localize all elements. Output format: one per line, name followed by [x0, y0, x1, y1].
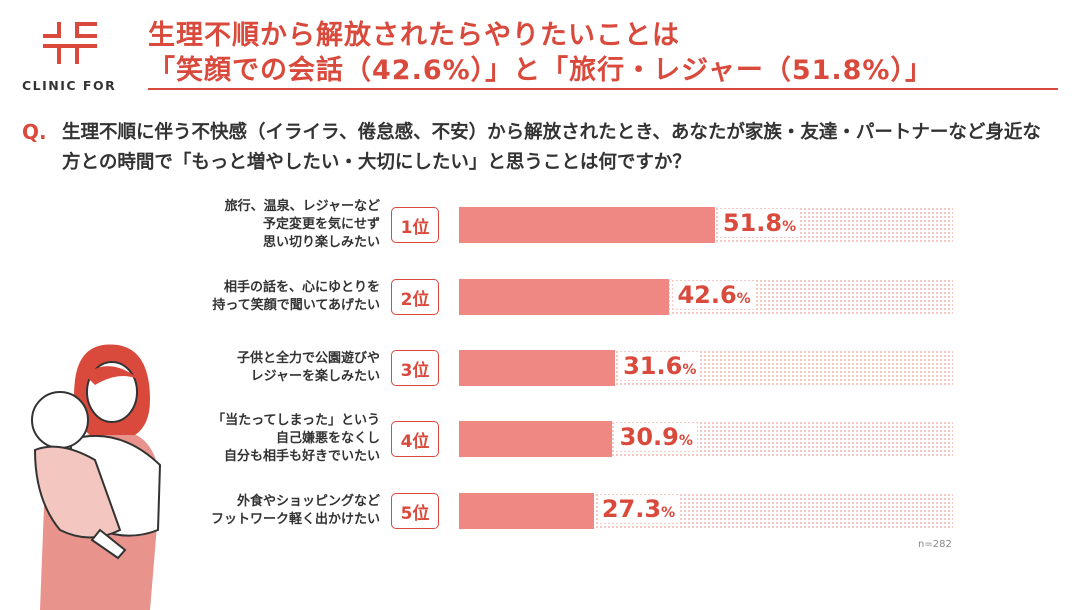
value-number: 31.6 — [623, 352, 683, 380]
bar — [459, 350, 616, 386]
value-number: 42.6 — [677, 281, 737, 309]
bar — [459, 493, 594, 529]
row-label: 相手の話を、心にゆとりを持って笑顔で聞いてあげたい — [212, 279, 380, 315]
chart-row: 旅行、温泉、レジャーなど予定変更を気にせず 思い切り楽しみたい 1位 51.8% — [0, 199, 1080, 250]
row-label-line: レジャーを楽しみたい — [250, 369, 380, 384]
value-number: 51.8 — [722, 209, 783, 237]
row-label-line: 自己嫌悪をなくし — [275, 431, 380, 446]
row-label-line: 「当たってしまった」という — [212, 413, 380, 428]
percent-sign: % — [782, 219, 797, 235]
value-number: 27.3 — [601, 495, 662, 523]
row-label: 「当たってしまった」という自己嫌悪をなくし自分も相手も好きでいたい — [212, 412, 380, 466]
row-label-line: 旅行、温泉、レジャーなど — [224, 199, 380, 214]
value-label: 42.6% — [673, 281, 755, 309]
title-line-2: 「笑顔での会話（42.6%）」と「旅行・レジャー（51.8%）」 — [148, 55, 933, 86]
title-divider — [148, 88, 1058, 90]
row-label-line: 持って笑顔で聞いてあげたい — [212, 298, 380, 313]
rank-badge: 5位 — [391, 493, 439, 529]
percent-sign: % — [682, 362, 697, 378]
value-label: 31.6% — [619, 352, 701, 380]
value-number: 30.9 — [619, 423, 679, 451]
row-label-line: フットワーク軽く出かけたい — [210, 512, 380, 527]
mother-and-baby-illustration — [31, 344, 162, 610]
question-mark: Q. — [22, 120, 47, 144]
rank-badge: 1位 — [391, 207, 439, 243]
percent-sign: % — [661, 505, 676, 521]
chart-row: 「当たってしまった」という自己嫌悪をなくし自分も相手も好きでいたい 4位 30.9% — [0, 413, 1080, 464]
row-label-line: 子供と全力で公園遊びや — [236, 351, 380, 366]
brand-name: CLINIC FOR — [22, 78, 117, 93]
rank-badge: 4位 — [391, 421, 439, 457]
value-label: 51.8% — [718, 209, 801, 237]
rank-badge: 2位 — [391, 279, 439, 315]
row-label: 外食やショッピングなどフットワーク軽く出かけたい — [211, 493, 380, 529]
row-label-line: 外食やショッピングなど — [236, 494, 380, 509]
row-label: 子供と全力で公園遊びやレジャーを楽しみたい — [237, 350, 380, 386]
bar — [459, 421, 612, 457]
row-label-line: 自分も相手も好きでいたい — [223, 449, 380, 464]
clinic-for-logo — [43, 22, 97, 64]
row-label: 旅行、温泉、レジャーなど予定変更を気にせず 思い切り楽しみたい — [225, 198, 380, 252]
row-label-line: 相手の話を、心にゆとりを — [223, 280, 380, 295]
page-title: 生理不順から解放されたらやりたいことは 「笑顔での会話（42.6%）」と「旅行・… — [148, 18, 933, 88]
rank-badge: 3位 — [391, 350, 439, 386]
row-label-line: 思い切り楽しみたい — [262, 235, 380, 250]
chart-row: 外食やショッピングなどフットワーク軽く出かけたい 5位 27.3% — [0, 493, 1080, 529]
row-label-line: 予定変更を気にせず — [262, 217, 380, 232]
question-text: 生理不順に伴う不快感（イライラ、倦怠感、不安）から解放されたとき、あなたが家族・… — [62, 122, 1041, 173]
title-line-1: 生理不順から解放されたらやりたいことは — [148, 20, 680, 51]
percent-sign: % — [678, 433, 693, 449]
value-label: 30.9% — [615, 423, 697, 451]
bar — [459, 279, 670, 315]
bar — [459, 207, 715, 243]
value-label: 27.3% — [597, 495, 680, 523]
percent-sign: % — [736, 291, 751, 307]
chart-row: 相手の話を、心にゆとりを持って笑顔で聞いてあげたい 2位 42.6% — [0, 279, 1080, 315]
sample-size-note: n=282 — [918, 539, 952, 550]
chart-row: 子供と全力で公園遊びやレジャーを楽しみたい 3位 31.6% — [0, 350, 1080, 386]
